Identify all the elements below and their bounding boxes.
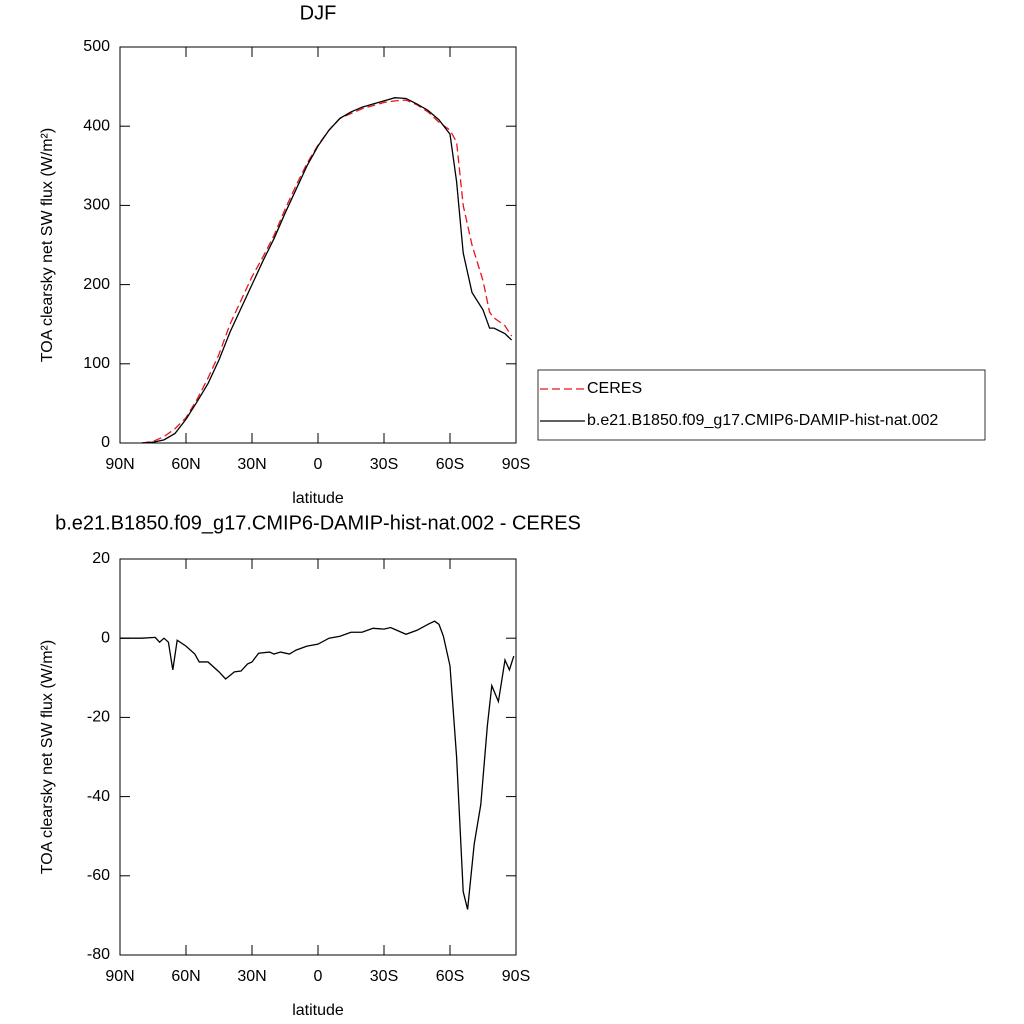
plot-frame xyxy=(119,46,517,444)
x-tick-label: 30S xyxy=(370,456,398,473)
y-axis-label: TOA clearsky net SW flux (W/m²) xyxy=(39,128,56,362)
y-tick-label: 0 xyxy=(101,629,110,646)
x-tick-label: 90S xyxy=(502,968,530,985)
y-tick-label: 20 xyxy=(92,550,110,567)
y-tick-label: 200 xyxy=(83,276,110,293)
y-tick-label: 300 xyxy=(83,197,110,214)
y-tick-label: -20 xyxy=(87,709,110,726)
x-tick-label: 90N xyxy=(105,456,134,473)
x-tick-label: 0 xyxy=(314,456,323,473)
legend-box xyxy=(537,369,986,441)
chart-title: DJF xyxy=(300,2,337,24)
data-line xyxy=(141,99,513,444)
x-tick-label: 60S xyxy=(436,456,464,473)
x-tick-label: 60N xyxy=(171,968,200,985)
y-tick-label: -40 xyxy=(87,788,110,805)
y-tick-label: -80 xyxy=(87,946,110,963)
y-tick-label: 100 xyxy=(83,355,110,372)
x-axis-label: latitude xyxy=(292,490,344,507)
x-tick-label: 0 xyxy=(314,968,323,985)
y-tick-label: -60 xyxy=(87,867,110,884)
legend-label: b.e21.B1850.f09_g17.CMIP6-DAMIP-hist-nat… xyxy=(587,412,938,429)
chart-title: b.e21.B1850.f09_g17.CMIP6-DAMIP-hist-nat… xyxy=(55,512,581,534)
x-tick-label: 30N xyxy=(237,968,266,985)
y-tick-label: 500 xyxy=(83,38,110,55)
x-axis-label: latitude xyxy=(292,1002,344,1019)
x-tick-label: 60N xyxy=(171,456,200,473)
x-tick-label: 30N xyxy=(237,456,266,473)
y-tick-label: 0 xyxy=(101,434,110,451)
x-tick-label: 60S xyxy=(436,968,464,985)
data-line xyxy=(141,97,513,444)
data-line xyxy=(120,620,515,910)
y-tick-label: 400 xyxy=(83,117,110,134)
x-tick-label: 90N xyxy=(105,968,134,985)
y-axis-label: TOA clearsky net SW flux (W/m²) xyxy=(39,640,56,874)
legend-label: CERES xyxy=(587,380,642,397)
x-tick-label: 30S xyxy=(370,968,398,985)
x-tick-label: 90S xyxy=(502,456,530,473)
